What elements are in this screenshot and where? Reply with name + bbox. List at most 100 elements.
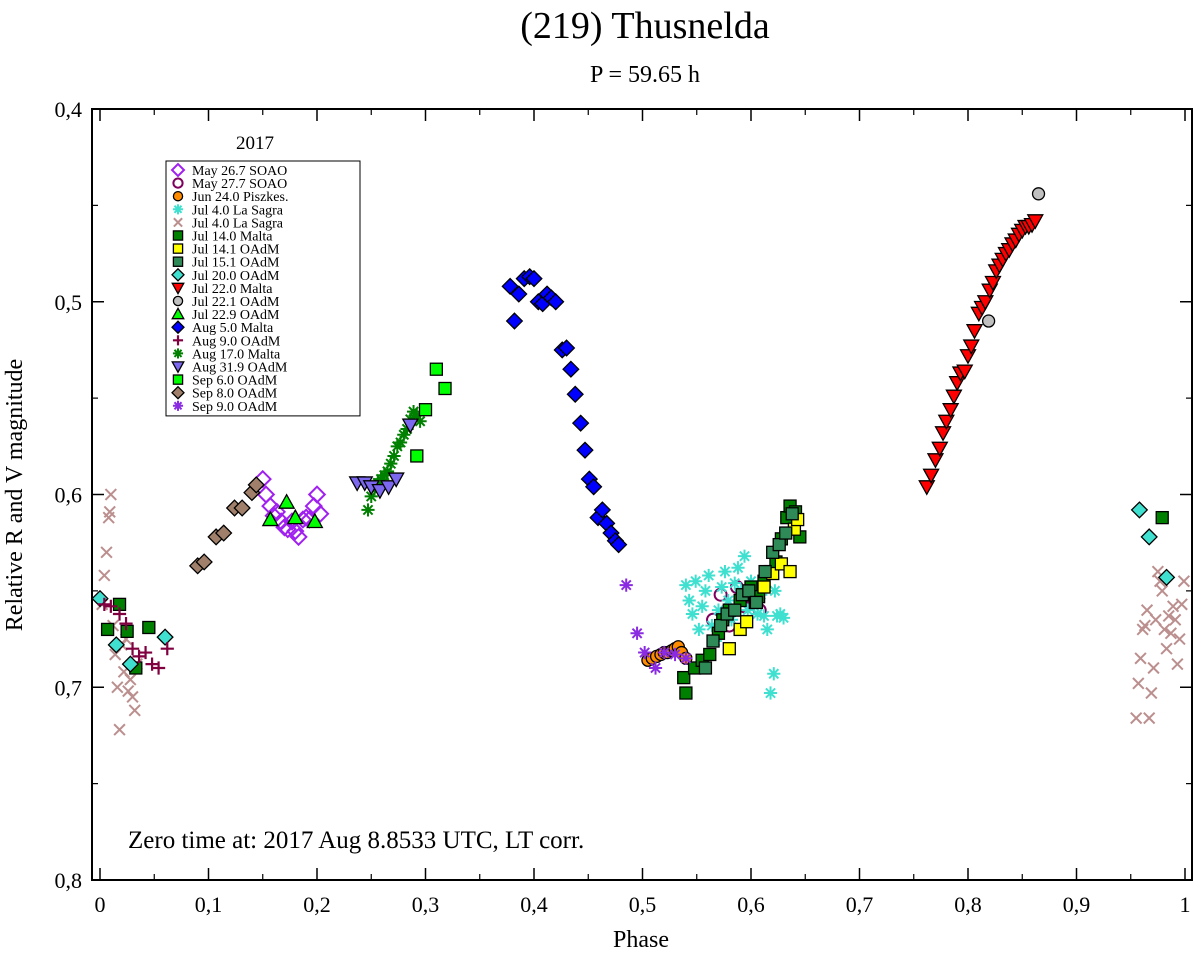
data-point <box>757 609 771 623</box>
data-point <box>1140 604 1154 617</box>
y-tick-label: 0,6 <box>55 483 83 508</box>
series-17 <box>188 476 265 575</box>
data-point <box>1140 528 1158 546</box>
data-point <box>679 578 693 592</box>
data-point <box>562 360 580 378</box>
data-point <box>286 521 305 541</box>
legend-label: Sep 8.0 OAdM <box>192 387 278 402</box>
legend-marker <box>172 400 184 411</box>
data-point <box>728 603 742 617</box>
data-point <box>505 312 524 330</box>
data-point <box>698 584 713 598</box>
data-point <box>100 546 113 559</box>
legend-box <box>165 160 361 417</box>
data-point <box>679 686 693 700</box>
data-point <box>685 607 700 621</box>
data-point <box>706 634 720 648</box>
data-point <box>380 464 395 478</box>
data-point <box>679 651 693 665</box>
series-7 <box>698 507 799 675</box>
x-tick-label: 0,2 <box>303 892 331 917</box>
legend-label: Sep 9.0 OAdM <box>192 400 278 415</box>
legend-label: Jul 4.0 La Sagra <box>192 216 284 231</box>
data-point <box>749 595 764 610</box>
x-axis-label: Phase <box>613 927 669 953</box>
x-tick-label: 0,1 <box>195 892 223 917</box>
data-point <box>104 599 118 613</box>
legend-marker <box>171 267 185 282</box>
legend-label: May 26.7 SOAO <box>192 164 287 179</box>
data-point <box>104 488 117 501</box>
data-point <box>307 485 327 504</box>
series-13 <box>97 597 174 675</box>
data-point <box>1173 632 1186 646</box>
data-point <box>648 661 663 675</box>
data-point <box>1026 214 1044 230</box>
legend-marker <box>171 385 185 400</box>
data-point <box>711 603 726 617</box>
data-point <box>740 615 754 629</box>
data-point <box>125 642 140 656</box>
data-point <box>1169 613 1182 626</box>
legend-label: Jun 24.0 Piszkes. <box>192 190 288 205</box>
data-point <box>750 607 765 621</box>
legend-label: Jul 20.0 OAdM <box>192 269 280 284</box>
data-point <box>689 574 703 588</box>
series-9 <box>918 214 1044 496</box>
data-point <box>429 362 444 376</box>
y-tick-label: 0,4 <box>55 97 83 122</box>
legend-label: Jul 14.0 Malta <box>192 230 273 245</box>
data-point <box>619 578 633 592</box>
data-point <box>593 501 612 519</box>
legend-label: Aug 5.0 Malta <box>192 321 274 336</box>
data-point <box>937 414 955 431</box>
data-point <box>364 489 378 504</box>
legend-marker <box>172 335 184 346</box>
legend-marker <box>172 295 184 307</box>
series-18 <box>619 578 693 675</box>
data-point <box>922 468 940 485</box>
data-point <box>128 704 141 717</box>
data-point <box>779 526 793 540</box>
data-point <box>121 655 140 673</box>
data-point <box>1171 658 1184 671</box>
data-point <box>387 472 405 488</box>
data-point <box>418 403 433 417</box>
y-tick-label: 0,8 <box>55 868 83 893</box>
data-point <box>233 499 251 517</box>
data-point <box>410 408 424 423</box>
legend-marker <box>172 243 184 254</box>
data-point <box>1156 584 1169 597</box>
data-point <box>1160 642 1173 655</box>
data-point <box>247 476 265 494</box>
data-point <box>1130 501 1149 519</box>
series-11 <box>261 493 324 529</box>
data-point <box>306 512 324 529</box>
x-tick-label: 0,4 <box>520 892 548 917</box>
data-point <box>142 620 156 635</box>
x-tick-label: 0,9 <box>1063 892 1091 917</box>
data-point <box>703 647 717 662</box>
data-point <box>112 607 127 621</box>
data-point <box>721 593 735 608</box>
x-tick-label: 0,5 <box>629 892 657 917</box>
data-point <box>156 628 174 646</box>
data-point <box>962 339 980 355</box>
data-point <box>566 385 584 403</box>
data-point <box>785 507 799 521</box>
chart-subtitle: P = 59.65 h <box>590 62 700 88</box>
data-point <box>1175 598 1188 611</box>
data-point <box>261 510 279 527</box>
axis-tick-labels: 0 0,1 0,2 0,3 0,4 0,5 0,6 0,7 0,8 0,9 1 0,4 0,5 0,6 0,… <box>55 97 1191 917</box>
legend-marker <box>172 374 184 385</box>
x-tick-label: 0 <box>95 892 106 917</box>
legend-marker <box>173 217 183 228</box>
data-point <box>984 275 1002 292</box>
data-point <box>692 622 706 637</box>
data-point <box>934 426 952 442</box>
series-10 <box>981 187 1046 328</box>
axis-ticks <box>92 108 1192 881</box>
data-point <box>695 599 709 613</box>
data-point <box>776 611 791 625</box>
series-8 <box>91 501 1176 673</box>
